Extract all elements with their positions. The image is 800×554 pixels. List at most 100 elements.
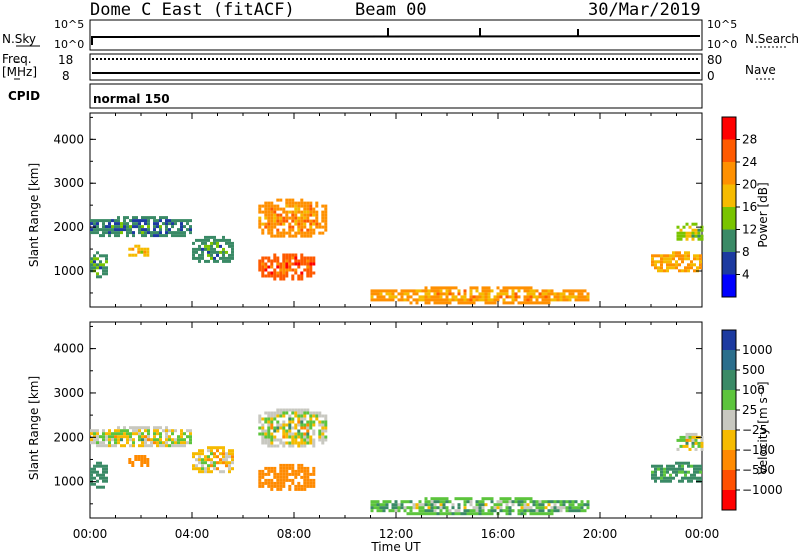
data-cell — [105, 257, 108, 261]
data-cell — [153, 432, 156, 436]
data-cell — [131, 464, 135, 467]
data-cell — [231, 449, 234, 453]
data-cell — [213, 446, 216, 450]
data-cell — [300, 222, 304, 226]
data-cell — [300, 216, 304, 220]
data-cell — [129, 444, 132, 448]
data-cell — [466, 500, 470, 504]
data-cell — [210, 461, 213, 465]
data-cell — [126, 438, 129, 442]
data-cell — [699, 266, 702, 270]
data-cell — [141, 444, 144, 448]
data-cell — [697, 228, 701, 232]
data-cell — [433, 289, 437, 293]
data-cell — [669, 476, 672, 480]
data-cell — [693, 257, 696, 261]
data-cell — [487, 298, 491, 302]
data-cell — [529, 286, 533, 290]
data-cell — [418, 289, 422, 293]
data-cell — [297, 432, 301, 436]
data-cell — [535, 295, 539, 299]
data-cell — [535, 503, 539, 507]
data-cell — [288, 420, 292, 424]
data-cell — [312, 228, 316, 232]
data-cell — [273, 219, 277, 223]
data-cell — [261, 472, 265, 476]
data-cell — [105, 435, 108, 439]
data-cell — [466, 497, 470, 501]
data-cell — [502, 500, 506, 504]
data-cell — [696, 467, 699, 471]
data-cell — [391, 509, 395, 513]
data-cell — [210, 241, 213, 245]
data-cell — [108, 441, 111, 445]
data-cell — [508, 497, 512, 501]
data-cell — [303, 207, 307, 211]
data-cell — [532, 503, 536, 507]
data-cell — [436, 298, 440, 302]
data-cell — [297, 420, 301, 424]
data-cell — [153, 228, 156, 232]
data-cell — [207, 253, 210, 257]
data-cell — [663, 470, 666, 474]
data-cell — [418, 512, 422, 516]
data-cell — [297, 222, 301, 226]
data-cell — [146, 247, 150, 251]
data-cell — [165, 231, 168, 235]
data-cell — [141, 432, 144, 436]
data-cell — [397, 509, 401, 513]
data-cell — [291, 463, 295, 467]
data-cell — [99, 266, 102, 270]
data-cell — [427, 506, 431, 510]
data-cell — [568, 503, 572, 507]
data-cell — [451, 292, 455, 296]
data-cell — [577, 289, 581, 293]
data-cell — [267, 426, 271, 430]
data-cell — [165, 228, 168, 232]
data-cell — [222, 446, 225, 450]
data-cell — [499, 500, 503, 504]
data-cell — [153, 435, 156, 439]
data-cell — [213, 467, 216, 471]
data-cell — [553, 509, 557, 513]
data-cell — [201, 461, 204, 465]
data-cell — [225, 458, 228, 462]
data-cell — [146, 461, 150, 464]
data-cell — [186, 435, 189, 439]
data-cell — [409, 295, 413, 299]
data-cell — [457, 503, 461, 507]
data-cell — [657, 266, 660, 270]
data-cell — [309, 481, 313, 485]
data-cell — [117, 225, 120, 229]
data-cell — [276, 426, 280, 430]
data-cell — [544, 292, 548, 296]
data-cell — [177, 441, 180, 445]
data-cell — [385, 500, 389, 504]
data-cell — [288, 478, 292, 482]
data-cell — [499, 289, 503, 293]
data-cell — [270, 444, 274, 448]
data-cell — [140, 464, 144, 467]
data-cell — [312, 484, 316, 488]
data-cell — [102, 464, 105, 468]
data-cell — [556, 509, 560, 513]
data-cell — [300, 475, 304, 479]
data-cell — [192, 250, 195, 254]
data-cell — [288, 463, 292, 467]
data-cell — [445, 289, 449, 293]
data-cell — [415, 298, 419, 302]
data-cell — [693, 470, 696, 474]
data-cell — [666, 467, 669, 471]
data-cell — [137, 247, 141, 251]
data-cell — [436, 506, 440, 510]
data-cell — [523, 289, 527, 293]
data-cell — [654, 266, 657, 270]
data-cell — [180, 231, 183, 235]
data-cell — [523, 512, 527, 516]
data-cell — [93, 470, 96, 474]
data-cell — [511, 292, 515, 296]
data-cell — [96, 485, 99, 489]
data-cell — [312, 213, 316, 217]
colorbar-frame — [721, 329, 737, 511]
data-cell — [538, 500, 542, 504]
